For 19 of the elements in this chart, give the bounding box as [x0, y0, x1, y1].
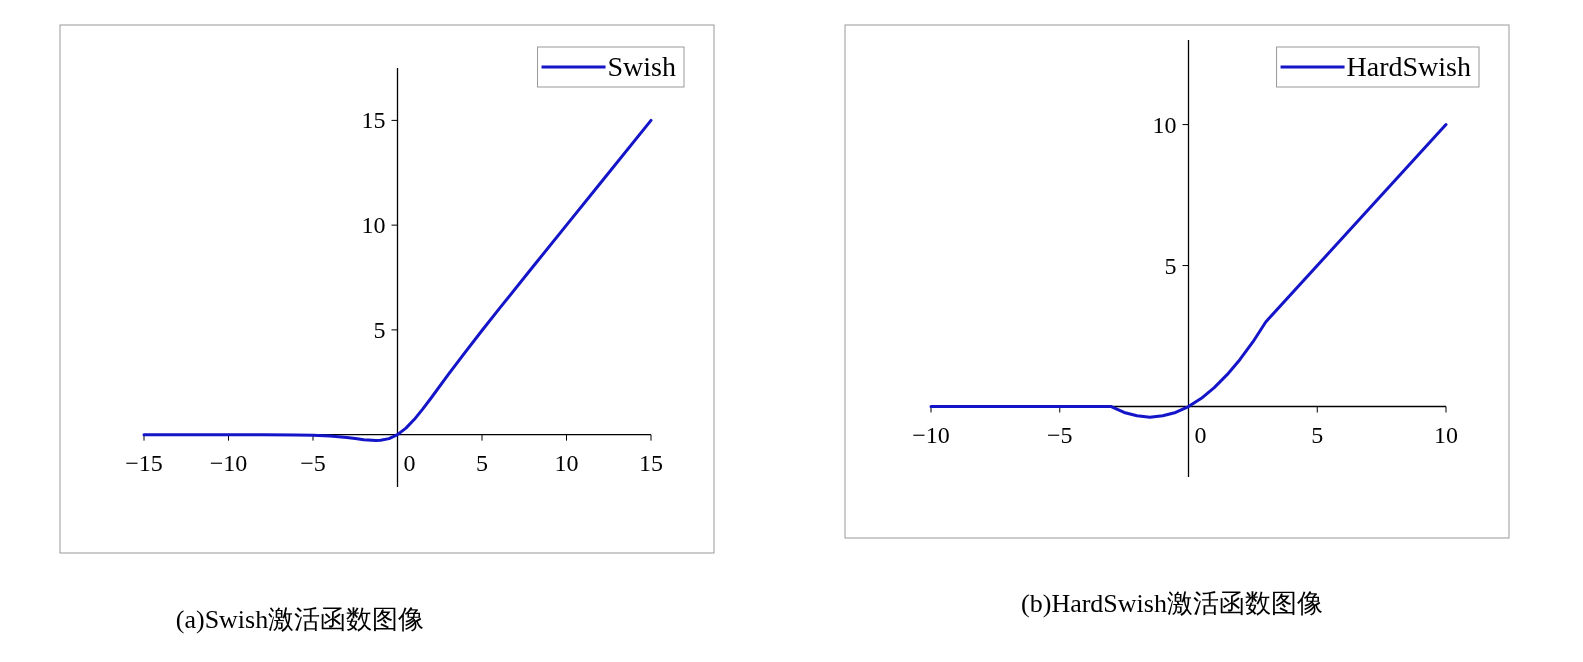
x-tick-label: 5: [1311, 421, 1324, 448]
legend-label: Swish: [607, 51, 676, 82]
legend-label: HardSwish: [1346, 51, 1471, 82]
x-tick-label: −10: [209, 449, 248, 476]
x-tick-label: −5: [300, 449, 326, 476]
x-tick-label: 0: [1194, 421, 1207, 448]
text: (b)HardSwish激活函数图像: [1021, 589, 1323, 618]
x-tick-label: −5: [1046, 421, 1073, 448]
x-tick-label: 0: [403, 449, 416, 476]
x-tick-label: 5: [476, 449, 488, 476]
x-tick-label: −10: [912, 421, 950, 448]
y-tick-label: 5: [373, 316, 386, 343]
x-tick-label: −15: [125, 449, 163, 476]
y-tick-label: 15: [361, 107, 386, 134]
x-tick-label: 10: [554, 449, 579, 476]
y-tick-label: 10: [361, 212, 386, 239]
text: (a)Swish激活函数图像: [175, 605, 425, 634]
x-tick-label: 10: [1434, 421, 1458, 448]
x-tick-label: 15: [639, 449, 663, 476]
